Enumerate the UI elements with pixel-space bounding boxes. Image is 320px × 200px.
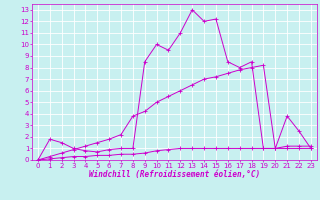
- X-axis label: Windchill (Refroidissement éolien,°C): Windchill (Refroidissement éolien,°C): [89, 170, 260, 179]
